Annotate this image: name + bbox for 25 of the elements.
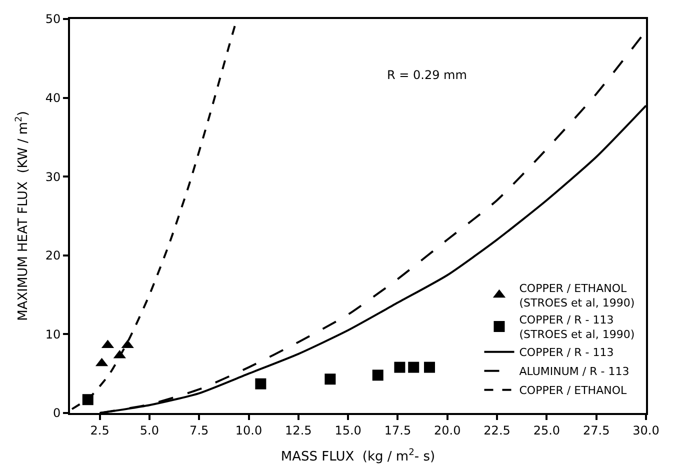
x-tick-label: 25.0	[533, 423, 560, 438]
legend-label: COPPER / ETHANOL (STROES et al, 1990)	[519, 282, 635, 310]
y-tick-label: 30	[45, 170, 61, 184]
y-tick-label: 40	[45, 91, 61, 105]
x-tick-label: 30.0	[632, 423, 660, 438]
x-tick-label: 15.0	[334, 423, 362, 438]
x-tick-label: 17.5	[384, 423, 412, 438]
x-axis-title: MASS FLUX (kg / m$^{2}$- s)	[280, 448, 436, 464]
y-tick-label: 20	[45, 248, 61, 263]
legend-label: ALUMINUM / R - 113	[519, 365, 630, 378]
x-tick-label: 10.0	[235, 423, 262, 438]
x-tick-label: 5.0	[140, 423, 159, 438]
y-tick-label: 50	[45, 12, 61, 26]
x-tick-label: 2.5	[90, 423, 110, 438]
y-tick-label: 0	[52, 406, 61, 420]
x-tick-label: 12.5	[285, 423, 312, 438]
x-tick-label: 22.5	[484, 423, 510, 438]
x-tick-label: 7.5	[190, 423, 209, 438]
legend-label: COPPER / R - 113	[519, 346, 614, 360]
legend-label: COPPER / R - 113 (STROES et al, 1990)	[519, 314, 635, 341]
x-tick-label: 27.5	[582, 423, 610, 438]
legend-label: COPPER / ETHANOL	[519, 384, 628, 398]
y-tick-label: 10	[45, 327, 61, 342]
annotation: R = 0.29 mm	[387, 68, 467, 82]
x-tick-label: 20.0	[434, 423, 461, 438]
